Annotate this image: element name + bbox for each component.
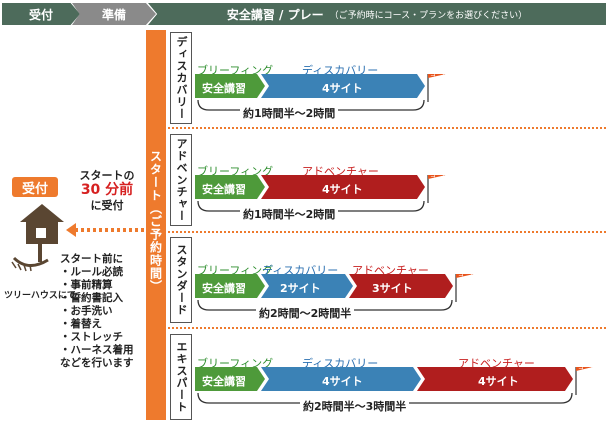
note-line: などを行います <box>60 357 134 369</box>
reception-line-2: 30 分前 <box>80 182 134 198</box>
briefing-caption: ブリーフィング <box>197 357 274 370</box>
start-bar-label: スタート（ご予約時間） <box>148 150 163 293</box>
segment-sites: 4サイト <box>322 183 363 196</box>
treehouse-label: ツリーハウスにて <box>4 291 76 301</box>
goal-flag-label: ゴール <box>458 271 477 278</box>
briefing-label: 安全講習 <box>202 183 246 196</box>
segment-caption: ディスカバリー <box>302 64 379 77</box>
briefing-caption: ブリーフィング <box>197 165 274 178</box>
course-name-expert: エキスパート <box>170 334 192 420</box>
course-duration: 約1時間半〜2時間 <box>240 105 339 121</box>
course-1-flow <box>195 74 446 111</box>
segment-caption: アドベンチャー <box>302 165 379 178</box>
segment-caption: アドベンチャー <box>352 264 429 277</box>
step-play-label: 安全講習 / プレー <box>226 7 324 22</box>
segment-caption: アドベンチャー <box>458 357 535 370</box>
note-line: ・事前精算 <box>60 279 113 291</box>
note-line: スタート前に <box>60 253 123 265</box>
briefing-caption: ブリーフィング <box>197 64 274 77</box>
goal-flag-label: ゴール <box>430 172 449 179</box>
briefing-label: 安全講習 <box>202 82 246 95</box>
course-duration: 約1時間半〜2時間 <box>240 206 339 222</box>
reception-badge: 受付 <box>12 177 58 197</box>
reception-time-info: スタートの 30 分前 に受付 <box>72 168 142 213</box>
reception-line-1: スタートの <box>79 169 135 182</box>
reception-line-3: に受付 <box>90 199 124 212</box>
pre-start-notes: スタート前に ・ルール必読 ・事前精算 ・誓約書記入 ・お手洗い ・着替え ・ス… <box>60 253 134 370</box>
note-line: ・ルール必読 <box>60 266 123 278</box>
step-preparation-label: 準備 <box>101 7 126 22</box>
segment-sites: 4サイト <box>322 82 363 95</box>
step-reception-label: 受付 <box>28 7 53 22</box>
step-reception: 受付 <box>2 3 80 25</box>
note-line: ・誓約書記入 <box>60 292 123 304</box>
segment-sites: 4サイト <box>322 375 363 388</box>
segment-caption: ディスカバリー <box>302 357 379 370</box>
briefing-caption: ブリーフィング <box>197 264 274 277</box>
start-bar <box>146 30 166 420</box>
course-divider <box>168 231 606 233</box>
step-play: 安全講習 / プレー （ご予約時にコース・プランをお選びください） <box>148 3 606 25</box>
course-divider <box>168 327 606 329</box>
note-line: ・ストレッチ <box>60 331 123 343</box>
briefing-label: 安全講習 <box>202 282 246 295</box>
course-name-standard: スタンダード <box>170 237 192 323</box>
note-line: ・着替え <box>60 318 102 330</box>
course-2-flow <box>195 175 446 212</box>
course-name-adventure: アドベンチャー <box>170 134 192 226</box>
treehouse-icon <box>11 204 64 272</box>
note-line: ・ハーネス着用 <box>60 344 134 356</box>
course-divider <box>168 127 606 129</box>
segment-caption: ディスカバリー <box>262 264 339 277</box>
step-play-note: （ご予約時にコース・プランをお選びください） <box>329 10 528 21</box>
course-3-flow <box>195 274 474 311</box>
briefing-label: 安全講習 <box>202 375 246 388</box>
step-preparation: 準備 <box>72 3 156 25</box>
course-name-discovery: ディスカバリー <box>170 32 192 124</box>
goal-flag-label: ゴール <box>430 71 449 78</box>
segment-sites: 3サイト <box>372 282 413 295</box>
segment-sites: 4サイト <box>478 375 519 388</box>
note-line: ・お手洗い <box>60 305 113 317</box>
path-graphic <box>11 204 144 272</box>
course-duration: 約2時間半〜3時間半 <box>300 398 410 414</box>
course-duration: 約2時間〜2時間半 <box>256 305 355 321</box>
segment-sites: 2サイト <box>280 282 321 295</box>
goal-flag-label: ゴール <box>578 364 597 371</box>
course-4-flow <box>195 367 593 404</box>
